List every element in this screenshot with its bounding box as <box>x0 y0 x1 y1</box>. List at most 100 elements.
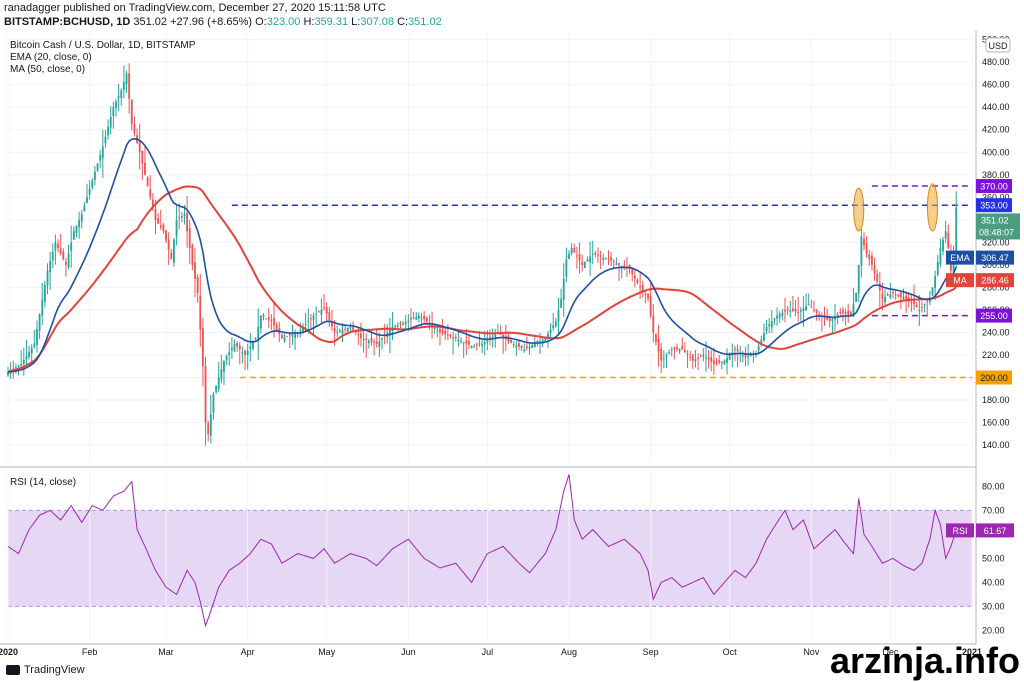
time-tick-label: Jun <box>401 647 416 657</box>
candle <box>136 128 138 145</box>
candle <box>686 350 689 368</box>
candle-body <box>834 316 836 320</box>
candle-body <box>655 334 657 342</box>
candle <box>225 354 228 366</box>
price-axis[interactable]: 140.00160.00180.00200.00220.00240.00260.… <box>982 35 1010 450</box>
candle-body <box>749 355 752 357</box>
candle-body <box>67 253 70 268</box>
candle-body <box>610 256 613 261</box>
candle <box>525 336 528 351</box>
candle <box>589 241 592 277</box>
price-tick-label: 220.00 <box>982 350 1010 360</box>
candle <box>515 341 518 356</box>
candle <box>180 212 183 223</box>
candle-body <box>394 325 397 327</box>
symbol-name[interactable]: BITSTAMP:BCHUSD, 1D <box>4 16 131 28</box>
candle-body <box>515 345 518 348</box>
candle-body <box>649 296 652 316</box>
candle-body <box>928 298 931 302</box>
candle <box>120 88 123 106</box>
candle-body <box>565 259 568 277</box>
time-tick-label: Feb <box>82 647 98 657</box>
candle <box>786 306 789 316</box>
candle-body <box>410 317 412 320</box>
rsi-tick-label: 30.00 <box>982 601 1005 611</box>
rsi-line <box>7 474 957 628</box>
candle <box>470 345 473 349</box>
candle <box>726 348 728 375</box>
candle <box>122 65 125 99</box>
candle-body <box>936 262 939 275</box>
level-tag-text: 255.00 <box>980 311 1008 321</box>
candle-body <box>149 189 152 198</box>
price-tick-label: 400.00 <box>982 147 1010 157</box>
candle <box>146 176 149 187</box>
candle-body <box>478 343 481 345</box>
candle <box>868 249 871 266</box>
candle-body <box>831 318 834 321</box>
candle-body <box>544 338 547 341</box>
price-tick-label: 440.00 <box>982 102 1010 112</box>
candle <box>173 237 175 267</box>
ma-legend[interactable]: MA (50, close, 0) <box>10 64 86 75</box>
candle-body <box>462 342 465 344</box>
price-tick-label: 360.00 <box>982 192 1010 202</box>
support-resistance-levels <box>231 185 972 379</box>
candle-body <box>876 273 879 282</box>
candle <box>275 321 278 331</box>
time-tick-label: Nov <box>803 647 820 657</box>
candle <box>657 324 660 367</box>
candle-body <box>299 329 302 331</box>
top-info-bar: ranadagger published on TradingView.com,… <box>0 0 1024 30</box>
candle-body <box>620 266 623 268</box>
candle-body <box>104 136 107 144</box>
candle <box>157 213 160 225</box>
ma-tag-value-bg <box>976 273 1014 288</box>
candle-body <box>765 326 768 332</box>
candle-body <box>602 257 605 260</box>
candle <box>826 308 829 321</box>
candle <box>138 123 141 170</box>
candle-body <box>705 357 707 359</box>
candle <box>288 333 291 349</box>
candle <box>162 222 165 234</box>
time-axis[interactable]: 2020 Feb Mar Apr May Jun Jul Aug Sep Oct Nov Dec 202… <box>0 647 982 657</box>
candle-body <box>341 329 344 334</box>
candle-body <box>734 348 736 350</box>
brand-label: TradingView <box>24 664 85 676</box>
candle-body <box>533 343 536 348</box>
candle-body <box>304 324 307 326</box>
candle <box>647 293 649 302</box>
close-value: 351.02 <box>408 16 442 28</box>
candle-body <box>291 334 294 337</box>
svg-text:USD: USD <box>988 41 1008 51</box>
ema-legend[interactable]: EMA (20, close, 0) <box>10 52 92 63</box>
candle <box>109 106 112 135</box>
rsi-tag: RSI 61.67 <box>946 523 1014 538</box>
level-tag-text: 370.00 <box>980 182 1008 192</box>
candle <box>644 289 647 304</box>
candle <box>75 225 78 238</box>
rsi-legend[interactable]: RSI (14, close) <box>10 477 77 488</box>
candle <box>449 333 452 339</box>
current-price-tag-bg <box>976 213 1020 240</box>
candle <box>870 251 873 271</box>
tradingview-brand[interactable]: TradingView <box>6 664 85 676</box>
usd-badge[interactable]: USD <box>985 37 1011 53</box>
candle <box>633 269 636 288</box>
candle-body <box>86 197 88 203</box>
candle-body <box>325 307 328 314</box>
candle-body <box>926 301 929 303</box>
candle <box>28 346 30 360</box>
candle <box>412 311 415 320</box>
candle-body <box>14 367 17 369</box>
candle <box>436 326 439 338</box>
candle <box>62 248 65 261</box>
candle-body <box>591 253 594 255</box>
candle-body <box>415 316 418 320</box>
candle-body <box>236 343 239 347</box>
candle-body <box>175 219 178 237</box>
candle <box>670 346 673 357</box>
